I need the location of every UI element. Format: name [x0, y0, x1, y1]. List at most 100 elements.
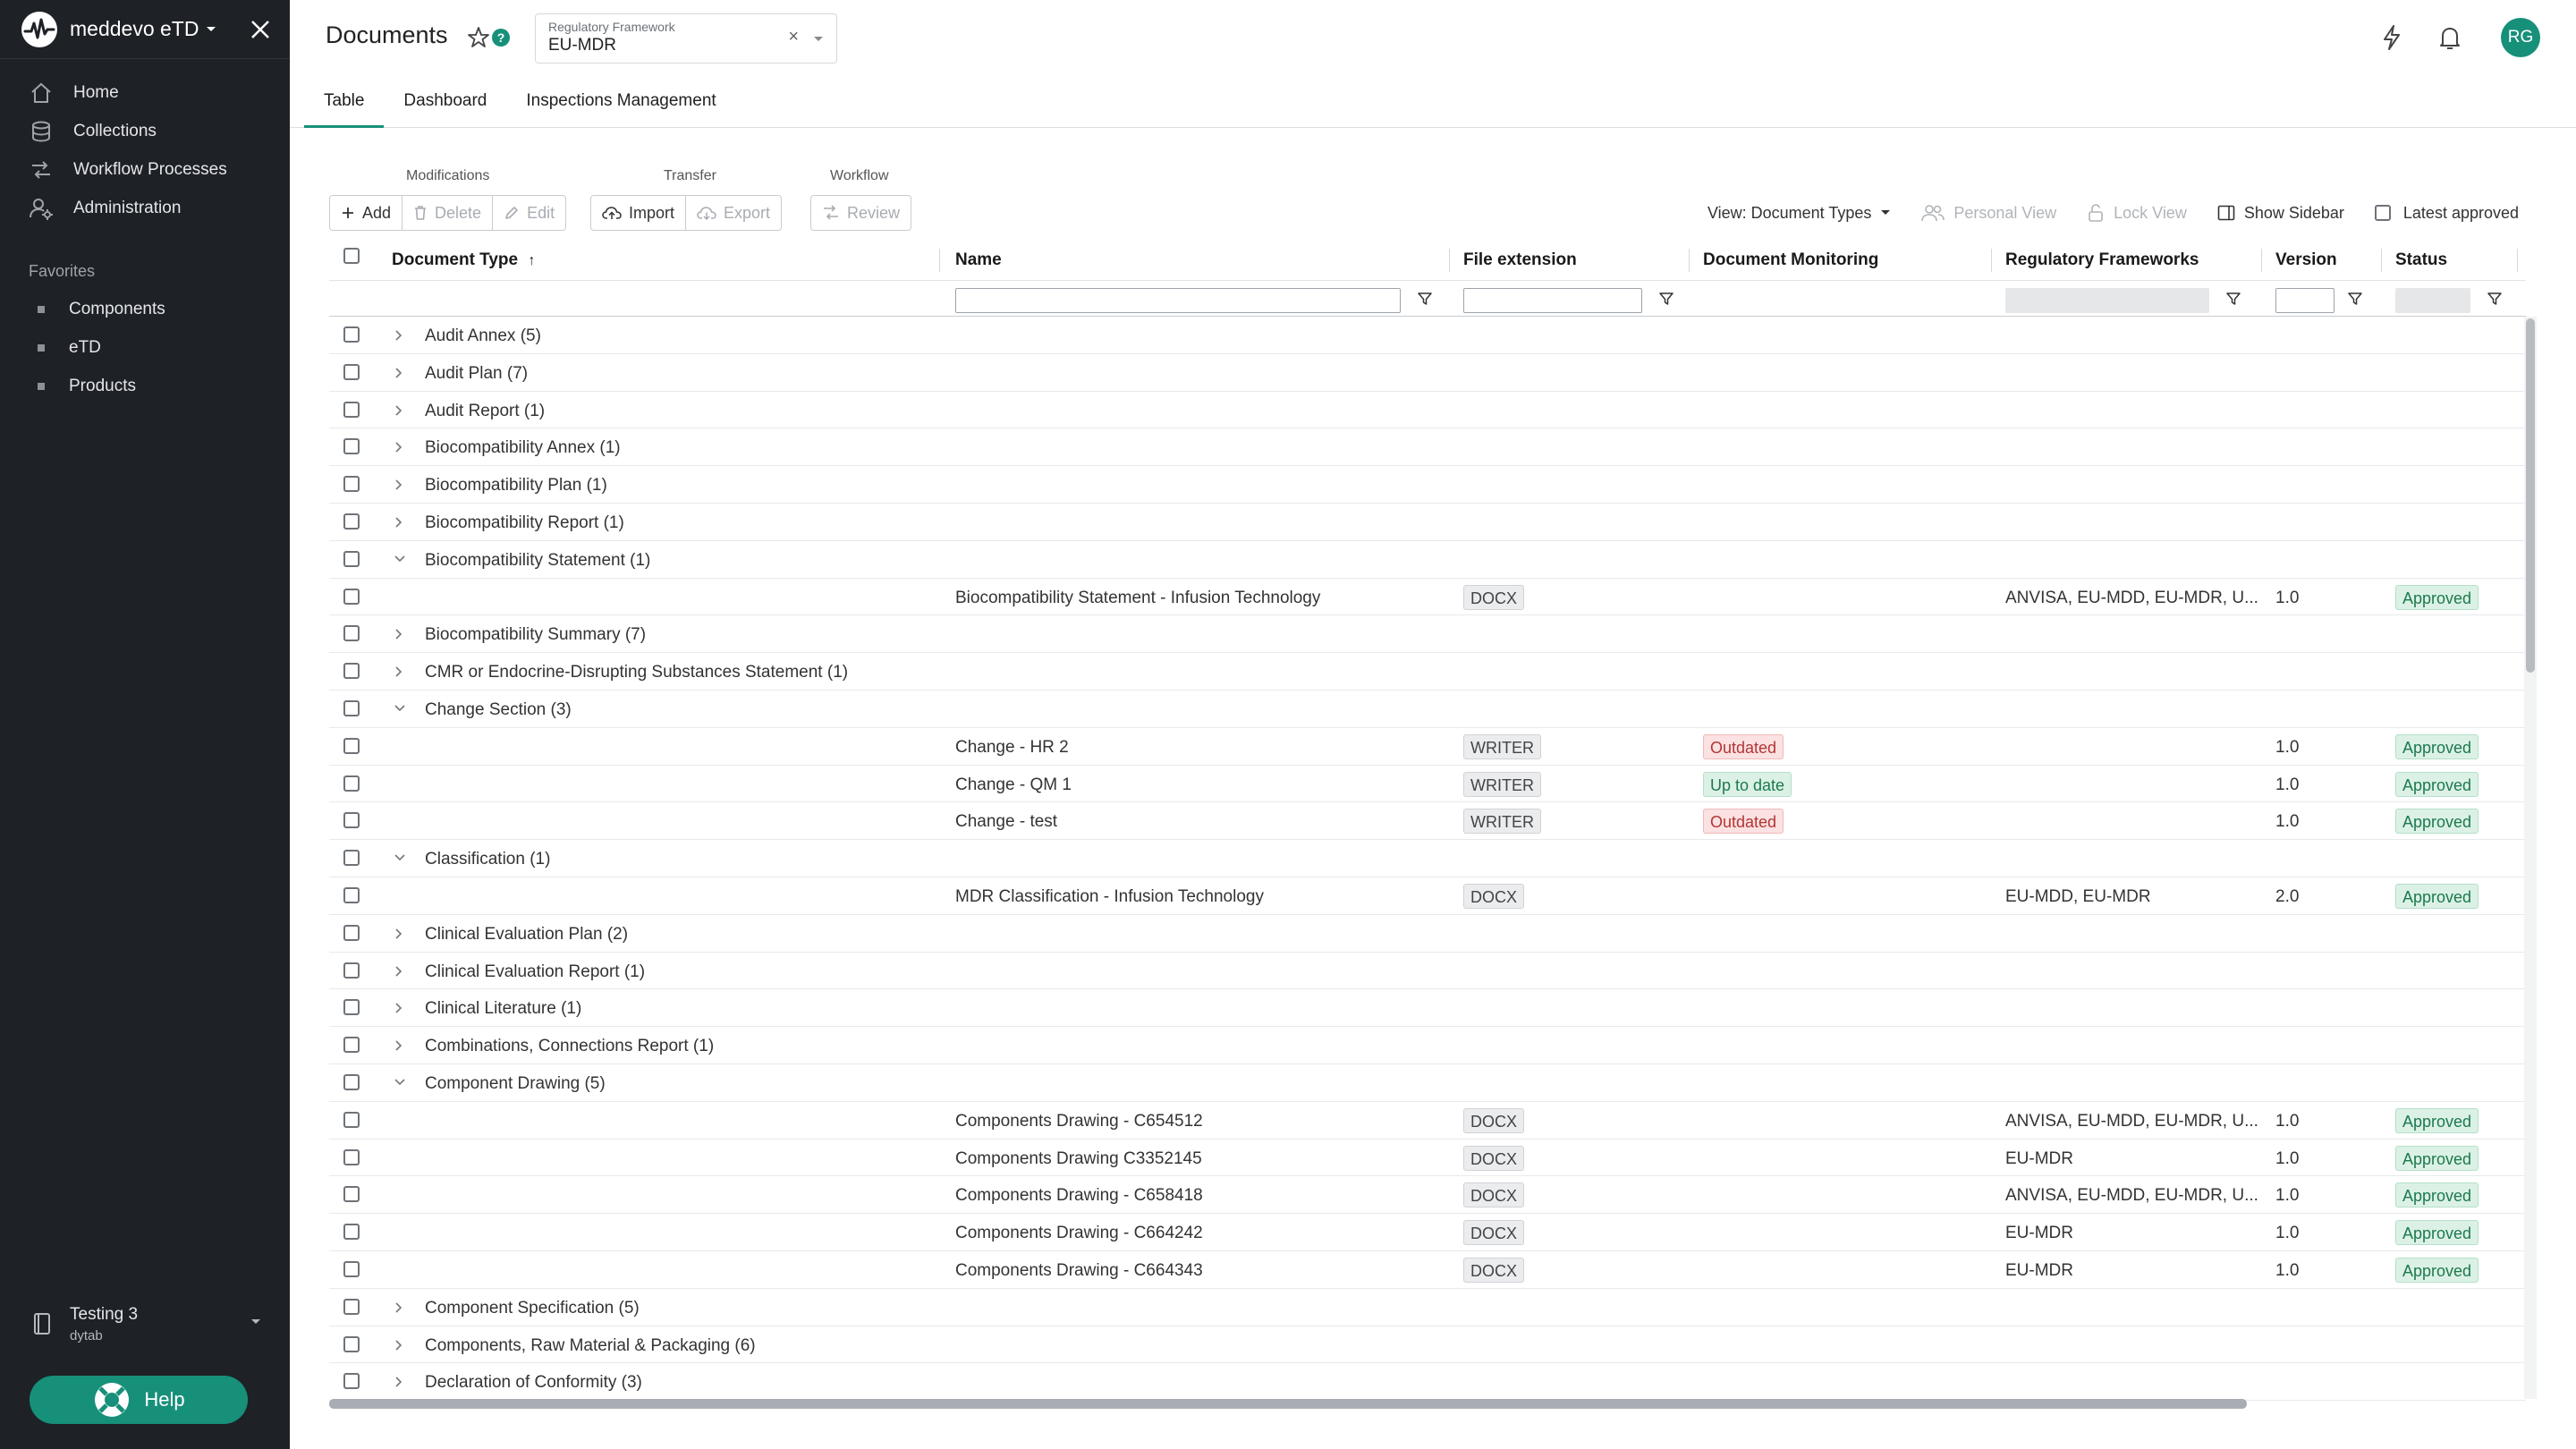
help-button[interactable]: Help — [30, 1376, 248, 1424]
row-checkbox[interactable] — [343, 1260, 360, 1277]
favorite-item-etd[interactable]: eTD — [0, 328, 290, 367]
row-checkbox[interactable] — [343, 513, 360, 530]
chevron-right-icon[interactable] — [394, 367, 402, 379]
row-checkbox[interactable] — [343, 625, 360, 642]
group-row[interactable]: Classification (1) — [329, 840, 2526, 877]
import-button[interactable]: Import — [591, 196, 687, 230]
clear-icon[interactable]: × — [788, 27, 799, 47]
row-checkbox[interactable] — [343, 1335, 360, 1352]
group-row[interactable]: Component Drawing (5) — [329, 1064, 2526, 1102]
app-name[interactable]: meddevo eTD — [70, 17, 199, 40]
row-checkbox[interactable] — [343, 663, 360, 680]
filter-icon[interactable] — [1417, 292, 1433, 306]
group-row[interactable]: Combinations, Connections Report (1) — [329, 1027, 2526, 1064]
column-header-document-type[interactable]: Document Type ↑ — [392, 250, 535, 270]
favorite-item-products[interactable]: Products — [0, 367, 290, 405]
table-row[interactable]: MDR Classification - Infusion Technology… — [329, 877, 2526, 915]
row-checkbox[interactable] — [343, 812, 360, 829]
add-button[interactable]: Add — [330, 196, 403, 230]
group-row[interactable]: Declaration of Conformity (3) — [329, 1363, 2526, 1402]
document-name[interactable]: Components Drawing - C654512 — [955, 1111, 1203, 1131]
nav-item-workflow-processes[interactable]: Workflow Processes — [0, 150, 290, 189]
document-name[interactable]: MDR Classification - Infusion Technology — [955, 886, 1264, 906]
group-row[interactable]: Component Specification (5) — [329, 1289, 2526, 1326]
column-header-status[interactable]: Status — [2395, 250, 2448, 269]
group-row[interactable]: Biocompatibility Report (1) — [329, 504, 2526, 541]
help-circle-icon[interactable]: ? — [492, 29, 510, 47]
row-checkbox[interactable] — [343, 363, 360, 380]
chevron-right-icon[interactable] — [394, 329, 402, 342]
export-button[interactable]: Export — [686, 196, 781, 230]
row-checkbox[interactable] — [343, 924, 360, 941]
chevron-right-icon[interactable] — [394, 628, 402, 640]
document-name[interactable]: Change - QM 1 — [955, 775, 1072, 794]
row-checkbox[interactable] — [343, 550, 360, 567]
name-filter-input[interactable] — [955, 288, 1401, 313]
status-filter-input[interactable] — [2395, 288, 2470, 313]
table-row[interactable]: Change - QM 1 WRITER Up to date 1.0 Approved — [329, 766, 2526, 803]
select-all-checkbox[interactable] — [343, 248, 360, 264]
nav-item-home[interactable]: Home — [0, 73, 290, 112]
tab-table[interactable]: Table — [304, 82, 385, 128]
column-separator[interactable] — [2381, 249, 2382, 272]
version-filter-input[interactable] — [2275, 288, 2334, 313]
favorite-item-components[interactable]: Components — [0, 290, 290, 328]
filter-icon[interactable] — [2225, 292, 2241, 306]
bell-icon[interactable] — [2438, 24, 2462, 51]
row-checkbox[interactable] — [343, 401, 360, 418]
column-separator[interactable] — [939, 249, 940, 272]
document-name[interactable]: Change - test — [955, 812, 1058, 832]
document-name[interactable]: Components Drawing - C664242 — [955, 1224, 1203, 1243]
frameworks-filter-input[interactable] — [2005, 288, 2209, 313]
column-separator[interactable] — [2261, 249, 2262, 272]
table-row[interactable]: Change - HR 2 WRITER Outdated 1.0 Approved — [329, 728, 2526, 766]
table-row[interactable]: Biocompatibility Statement - Infusion Te… — [329, 579, 2526, 616]
document-name[interactable]: Components Drawing C3352145 — [955, 1148, 1202, 1168]
filter-icon[interactable] — [2347, 292, 2363, 306]
chevron-right-icon[interactable] — [394, 441, 402, 453]
delete-button[interactable]: Delete — [402, 196, 494, 230]
filter-icon[interactable] — [1658, 292, 1674, 306]
group-row[interactable]: Clinical Evaluation Report (1) — [329, 953, 2526, 990]
group-row[interactable]: Clinical Evaluation Plan (2) — [329, 915, 2526, 953]
personal-view-button[interactable]: Personal View — [1921, 204, 2056, 223]
row-checkbox[interactable] — [343, 1037, 360, 1054]
nav-item-collections[interactable]: Collections — [0, 112, 290, 150]
nav-item-administration[interactable]: Administration — [0, 189, 290, 227]
chevron-right-icon[interactable] — [394, 665, 402, 678]
chevron-right-icon[interactable] — [394, 479, 402, 491]
close-icon[interactable] — [250, 20, 270, 39]
file-extension-filter-input[interactable] — [1463, 288, 1642, 313]
row-checkbox[interactable] — [343, 699, 360, 716]
row-checkbox[interactable] — [343, 1186, 360, 1203]
document-name[interactable]: Biocompatibility Statement - Infusion Te… — [955, 588, 1321, 607]
chevron-down-icon[interactable] — [394, 554, 406, 563]
group-row[interactable]: Components, Raw Material & Packaging (6) — [329, 1326, 2526, 1364]
tab-dashboard[interactable]: Dashboard — [403, 91, 487, 110]
document-name[interactable]: Components Drawing - C658418 — [955, 1186, 1203, 1206]
row-checkbox[interactable] — [343, 886, 360, 903]
group-row[interactable]: Clinical Literature (1) — [329, 989, 2526, 1028]
row-checkbox[interactable] — [343, 1373, 360, 1390]
chevron-right-icon[interactable] — [394, 1376, 402, 1388]
row-checkbox[interactable] — [343, 476, 360, 493]
latest-approved-toggle[interactable]: Latest approved — [2374, 204, 2519, 223]
lightning-icon[interactable] — [2381, 24, 2402, 51]
row-checkbox[interactable] — [343, 962, 360, 979]
group-row[interactable]: Biocompatibility Plan (1) — [329, 466, 2526, 504]
chevron-down-icon[interactable] — [394, 1077, 406, 1086]
row-checkbox[interactable] — [343, 999, 360, 1016]
chevron-right-icon[interactable] — [394, 404, 402, 417]
user-avatar[interactable]: RG — [2501, 18, 2540, 57]
group-row[interactable]: Change Section (3) — [329, 691, 2526, 728]
table-row[interactable]: Components Drawing C3352145 DOCX EU-MDR 1.0… — [329, 1140, 2526, 1177]
group-row[interactable]: Audit Plan (7) — [329, 354, 2526, 392]
column-header-name[interactable]: Name — [955, 250, 1002, 269]
document-name[interactable]: Change - HR 2 — [955, 737, 1069, 757]
document-name[interactable]: Components Drawing - C664343 — [955, 1260, 1203, 1280]
row-checkbox[interactable] — [343, 326, 360, 343]
group-row[interactable]: Biocompatibility Statement (1) — [329, 541, 2526, 579]
caret-down-icon[interactable] — [206, 26, 216, 33]
chevron-right-icon[interactable] — [394, 1301, 402, 1314]
column-separator[interactable] — [1449, 249, 1450, 272]
